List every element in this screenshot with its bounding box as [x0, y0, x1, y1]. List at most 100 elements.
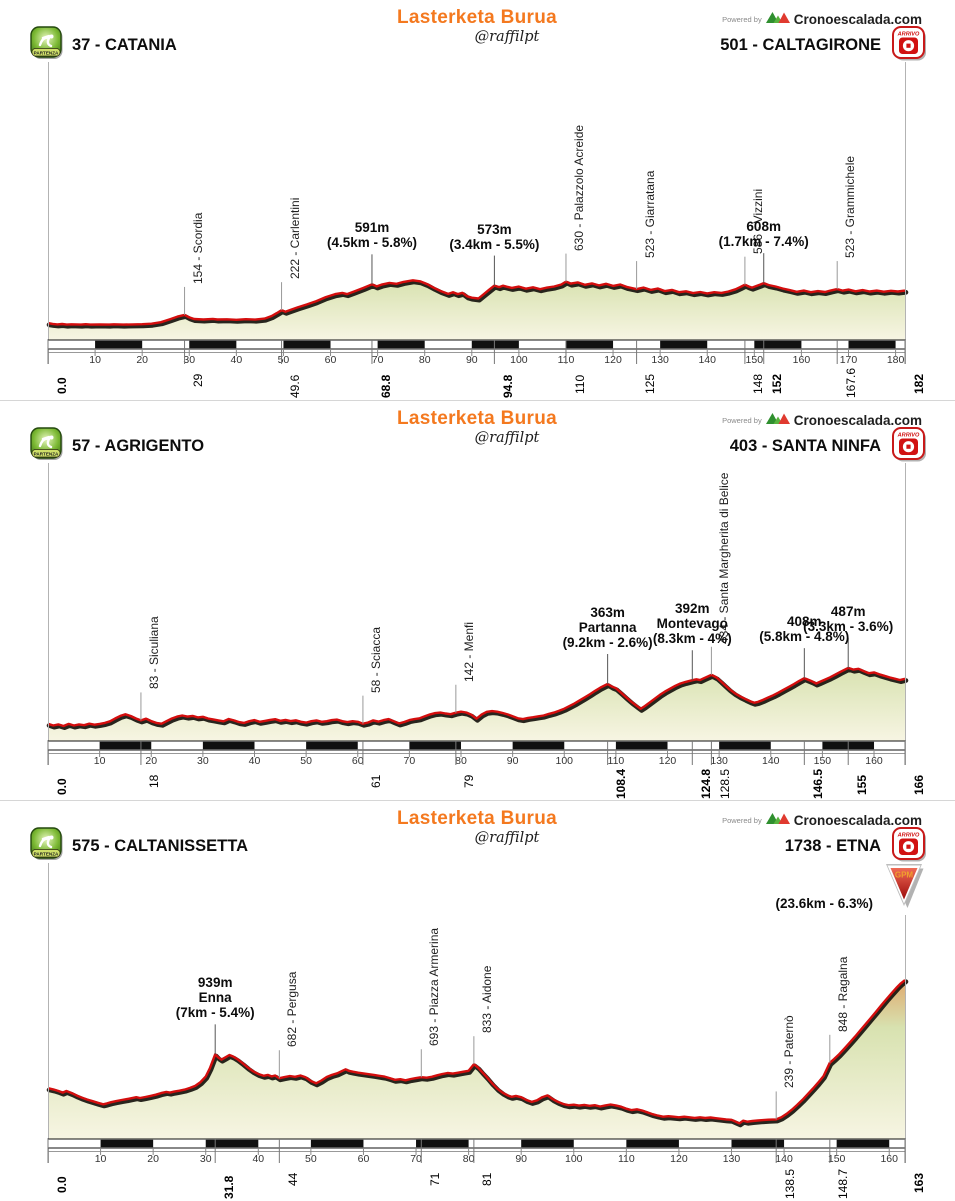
axis-tick-label: 110 — [618, 1153, 635, 1165]
profile — [46, 279, 909, 340]
waypoint-km-label: 148.7 — [836, 1168, 851, 1199]
partenza-badge-label: PARTENZA — [34, 451, 59, 456]
start-label: 575 - CALTANISSETTA — [72, 837, 249, 855]
stage-panel-1: 10 20 30 40 50 60 70 80 90 100 110 120 130 140 150 160 1… — [0, 0, 955, 400]
waypoint-km-label: 0.0 — [54, 778, 69, 795]
climb-label-line: 608m — [746, 219, 781, 235]
partenza-badge-label: PARTENZA — [34, 851, 59, 856]
waypoint-km-label: 152 — [770, 373, 785, 394]
climb-label-line: (3.4km - 5.5%) — [449, 236, 540, 252]
waypoint-km-label: 163 — [911, 1172, 926, 1193]
waypoint-km-label: 155 — [854, 774, 869, 795]
start-label: 37 - CATANIA — [72, 36, 177, 54]
axis-tick-label: 120 — [604, 354, 622, 366]
axis-tick-label: 60 — [352, 755, 364, 767]
profile-line — [47, 666, 906, 728]
town-label: 833 - Aidone — [479, 965, 494, 1034]
climb-label: 591m (4.5km - 5.8%) — [282, 220, 462, 250]
axis-tick-label: 140 — [698, 354, 716, 366]
axis-tick-label: 20 — [147, 1153, 159, 1165]
axis-tick-label: 120 — [659, 755, 677, 767]
axis-tick-label: 150 — [814, 755, 832, 767]
plot-borders — [48, 463, 906, 765]
profile-line — [47, 279, 906, 326]
author-handle: @raffilpt — [474, 430, 540, 446]
climb-label-line: 591m — [354, 220, 390, 236]
powered-by-label: Powered by — [722, 415, 762, 425]
climb-label-line: Partanna — [578, 620, 637, 635]
axis-tick-label: 150 — [746, 354, 764, 366]
climb-label: 408m (5.8km - 4.8%) — [714, 614, 894, 644]
climb-label: 363m Partanna (9.2km - 2.6%) — [518, 605, 698, 650]
site-name: Cronoescalada.com — [793, 11, 922, 27]
start-icon-wrap: PARTENZA — [30, 427, 64, 467]
axis-tick-label: 80 — [455, 755, 467, 767]
powered-by-label: Powered by — [722, 14, 762, 24]
axis-tick-label: 110 — [608, 755, 625, 767]
axis-tick-label: 80 — [463, 1153, 475, 1165]
axis-tick-label: 70 — [410, 1153, 422, 1165]
elevation-chart: 10 20 30 40 50 60 70 80 90 100 110 120 130 140 150 160 1… — [46, 62, 909, 366]
climb-label-line: (3.3km - 3.6%) — [803, 618, 894, 634]
profile — [46, 666, 909, 741]
climb-label-line: (1.7km - 7.4%) — [718, 234, 809, 250]
plot-borders — [48, 62, 906, 364]
start-icon-wrap: PARTENZA — [30, 26, 64, 66]
waypoint-km-label: 71 — [427, 1172, 442, 1187]
waypoint-km-label: 18 — [147, 774, 162, 789]
climb-label: 608m (1.7km - 7.4%) — [674, 219, 854, 249]
axis-tick-label: 160 — [880, 1153, 898, 1165]
waypoint-km-label: 108.4 — [614, 768, 629, 799]
axis-tick-label: 120 — [670, 1153, 688, 1165]
axis-tick-label: 60 — [325, 354, 337, 366]
cronoescalada-mountains-logo — [765, 12, 790, 23]
partenza-start-icon: PARTENZA — [30, 26, 63, 59]
waypoint-km-label: 182 — [911, 373, 926, 394]
climb-label-line: Montevago — [656, 616, 728, 632]
elevation-chart: 10 20 30 40 50 60 70 80 90 100 110 120 130 140 150 160 — [46, 463, 909, 767]
profile-area — [48, 667, 905, 741]
site-name: Cronoescalada.com — [793, 812, 922, 828]
climb-label: 487m (3.3km - 3.6%) — [758, 604, 938, 634]
axis-tick-label: 50 — [300, 755, 312, 767]
finish-label: 403 - SANTA NINFA — [729, 437, 881, 455]
climb-label-line: 573m — [477, 221, 512, 237]
gpm-summit-icon: GPM — [886, 864, 924, 908]
waypoint-km-label: 68.8 — [378, 374, 393, 398]
axis-tick-label: 30 — [200, 1153, 212, 1165]
logo-wrap — [765, 9, 790, 29]
page-title: Lasterketa Burua — [396, 808, 558, 829]
climb-label-line: Enna — [198, 990, 232, 1006]
profile-area — [48, 980, 905, 1139]
waypoint-km-label: 49.6 — [288, 374, 303, 398]
arrivo-badge-label: ARRIVO — [897, 32, 920, 38]
axis-tick-label: 80 — [419, 354, 431, 366]
stage-panel-2: 10 20 30 40 50 60 70 80 90 100 110 120 130 140 150 160 L… — [0, 400, 955, 801]
powered-by: Powered by Cronoescalada.com — [722, 410, 922, 430]
axis-tick-label: 160 — [793, 354, 811, 366]
logo-wrap — [765, 410, 790, 430]
cyclist-glyph — [38, 34, 53, 48]
waypoint-km-label: 110 — [572, 374, 587, 394]
town-label: 693 - Piazza Armerina — [427, 928, 442, 1047]
axis-tick-label: 70 — [372, 354, 384, 366]
waypoint-km-label: 167.6 — [843, 367, 858, 398]
waypoint-km-label: 31.8 — [221, 1175, 236, 1199]
profile-outline — [46, 667, 909, 731]
waypoint-km-label: 0.0 — [54, 1176, 69, 1193]
climb-label-line: 939m — [197, 975, 233, 991]
final-climb-note: (23.6km - 6.3%) — [775, 896, 873, 911]
axis-tick-label: 90 — [466, 354, 478, 366]
finish-icon-wrap: ARRIVO — [891, 25, 928, 68]
waypoint-km-label: 0.0 — [54, 377, 69, 394]
axis-tick-label: 140 — [775, 1153, 793, 1165]
axis-tick-label: 180 — [887, 354, 905, 366]
arrivo-finish-icon: ARRIVO — [892, 827, 926, 862]
waypoint-km-label: 148 — [751, 373, 766, 394]
axis-tick-label: 60 — [358, 1153, 370, 1165]
stage-panel-3: 10 20 30 40 50 60 70 80 90 100 110 120 130 140 150 160 L… — [0, 800, 955, 1201]
axis-tick-label: 50 — [305, 1153, 317, 1165]
page-title: Lasterketa Burua — [396, 7, 558, 28]
axis-tick-label: 50 — [278, 354, 290, 366]
powered-by: Powered by Cronoescalada.com — [722, 9, 922, 29]
